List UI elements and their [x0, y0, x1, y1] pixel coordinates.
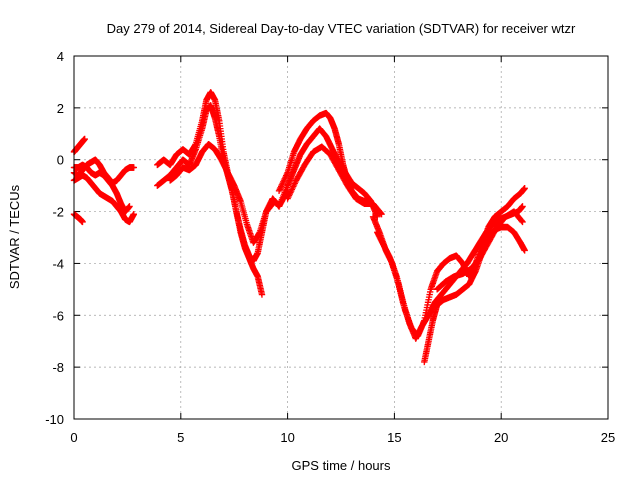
data-points	[70, 89, 528, 366]
data-point	[521, 247, 528, 254]
data-point	[377, 210, 385, 217]
data-point	[258, 291, 266, 298]
series-track-5	[70, 210, 86, 226]
series-track-11	[284, 143, 385, 218]
series-track-2	[70, 172, 138, 226]
data-point	[518, 217, 526, 225]
x-tick-label: 25	[601, 430, 615, 445]
y-tick-label: -2	[52, 205, 64, 220]
grid	[74, 56, 608, 419]
data-point	[130, 210, 138, 218]
y-tick-label: 4	[57, 49, 64, 64]
y-tick-label: 0	[57, 153, 64, 168]
series-track-9	[275, 109, 381, 215]
series-track-8	[166, 140, 291, 246]
y-tick-label: -8	[52, 360, 64, 375]
data-point	[519, 203, 526, 210]
y-tick-label: -4	[52, 256, 64, 271]
data-point	[130, 164, 138, 171]
data-point	[81, 135, 88, 143]
data-point	[378, 210, 385, 218]
series-track-14	[421, 223, 528, 366]
data-point	[79, 218, 86, 226]
data-point	[521, 185, 528, 192]
data-point	[126, 203, 133, 210]
chart-title: Day 279 of 2014, Sidereal Day-to-day VTE…	[107, 21, 576, 36]
plot-frame	[73, 55, 609, 420]
x-tick-label: 10	[280, 430, 294, 445]
x-tick-label: 20	[494, 430, 508, 445]
series-track-1	[70, 156, 138, 187]
x-tick-label: 15	[387, 430, 401, 445]
series-track-15	[433, 208, 526, 293]
x-tick-label: 5	[177, 430, 184, 445]
axis-ticks: -10 -8 -6 -4 -2 0 2 4 0 5 10 15 20 25	[45, 49, 615, 445]
y-tick-label: 2	[57, 101, 64, 116]
x-tick-label: 0	[70, 430, 77, 445]
x-axis-label: GPS time / hours	[292, 458, 391, 473]
data-point	[519, 218, 526, 226]
y-tick-label: -6	[52, 308, 64, 323]
y-axis-label: SDTVAR / TECUs	[7, 184, 22, 289]
y-tick-label: -10	[45, 412, 64, 427]
series-track-3	[70, 161, 133, 215]
series-track-6	[154, 89, 266, 298]
series-track-4	[70, 135, 88, 156]
